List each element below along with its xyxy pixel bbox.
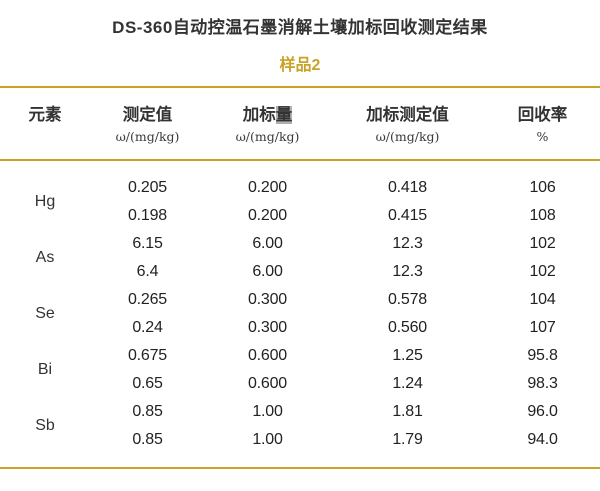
recovery-results-table: 元素 测定值 ω/(mg/kg) 加标量 ω/(mg/kg) 加标测定值 ω/(…	[0, 86, 600, 467]
recovery-rate-cell: 96.0	[527, 403, 558, 420]
spiked-measured-value-cell: 0.415	[387, 207, 428, 224]
column-label: 元素	[28, 106, 62, 124]
recovery-rate-cell: 108	[529, 207, 556, 224]
recovery-rate-cell: 106	[529, 179, 556, 196]
element-cell: Se	[35, 305, 55, 322]
spiked-amount-cell: 6.00	[252, 235, 283, 252]
column-unit: %	[536, 129, 549, 144]
table-row: 0.198 0.200 0.415 108	[0, 202, 600, 230]
column-label: 测定值	[122, 106, 173, 124]
measured-value-cell: 0.65	[132, 375, 163, 392]
table-row: 0.85 1.00 1.79 94.0	[0, 426, 600, 454]
measured-value-cell: 6.4	[136, 263, 159, 280]
measured-value-cell: 0.198	[127, 207, 168, 224]
spiked-measured-value-cell: 0.578	[387, 291, 428, 308]
table-row: Bi 0.675 0.600 1.25 95.8	[0, 342, 600, 378]
recovery-rate-cell: 98.3	[527, 375, 558, 392]
element-cell: Hg	[34, 193, 56, 210]
table-row: 6.4 6.00 12.3 102	[0, 258, 600, 286]
recovery-rate-cell: 104	[529, 291, 556, 308]
spacer-row	[0, 160, 600, 174]
spacer-row	[0, 454, 600, 467]
column-unit: ω/(mg/kg)	[235, 129, 300, 144]
recovery-rate-cell: 102	[529, 263, 556, 280]
table-body: Hg 0.205 0.200 0.418 106 0.198 0.200 0.4…	[0, 160, 600, 467]
spiked-amount-cell: 1.00	[252, 403, 283, 420]
column-label: 加标测定值	[366, 106, 449, 124]
table-row: Se 0.265 0.300 0.578 104	[0, 286, 600, 322]
spiked-measured-value-cell: 0.418	[387, 179, 428, 196]
measured-value-cell: 0.265	[127, 291, 168, 308]
element-cell: As	[35, 249, 55, 266]
spiked-amount-cell: 0.300	[247, 319, 288, 336]
spiked-amount-cell: 0.200	[247, 207, 288, 224]
recovery-rate-cell: 95.8	[527, 347, 558, 364]
measured-value-cell: 0.24	[132, 319, 163, 336]
sample-subtitle: 样品2	[279, 57, 321, 74]
table-row: As 6.15 6.00 12.3 102	[0, 230, 600, 266]
column-unit: ω/(mg/kg)	[375, 129, 440, 144]
column-header-spiked-amount: 加标量 ω/(mg/kg)	[205, 86, 330, 161]
column-header-spiked-measured-value: 加标测定值 ω/(mg/kg)	[330, 86, 485, 161]
recovery-rate-cell: 102	[529, 235, 556, 252]
spiked-measured-value-cell: 12.3	[392, 235, 423, 252]
column-header-measured-value: 测定值 ω/(mg/kg)	[90, 86, 205, 161]
page-title: DS-360自动控温石墨消解土壤加标回收测定结果	[112, 18, 488, 37]
column-header-element: 元素	[0, 86, 90, 161]
recovery-rate-cell: 107	[529, 319, 556, 336]
bottom-rule	[0, 467, 600, 469]
spiked-measured-value-cell: 1.81	[392, 403, 423, 420]
measured-value-cell: 0.85	[132, 431, 163, 448]
spiked-measured-value-cell: 1.25	[392, 347, 423, 364]
measured-value-cell: 6.15	[132, 235, 163, 252]
column-label-text: 加标	[242, 106, 276, 124]
table-row: 0.65 0.600 1.24 98.3	[0, 370, 600, 398]
spiked-amount-cell: 0.300	[247, 291, 288, 308]
spiked-amount-cell: 0.600	[247, 375, 288, 392]
column-label-highlighted-text: 量	[275, 106, 293, 124]
table-row: 0.24 0.300 0.560 107	[0, 314, 600, 342]
spiked-measured-value-cell: 1.24	[392, 375, 423, 392]
column-header-recovery-rate: 回收率 %	[485, 86, 600, 161]
element-cell: Bi	[37, 361, 53, 378]
table-row: Sb 0.85 1.00 1.81 96.0	[0, 398, 600, 434]
column-label: 加标量	[205, 105, 330, 126]
column-unit: ω/(mg/kg)	[115, 129, 180, 144]
spiked-measured-value-cell: 0.560	[387, 319, 428, 336]
spiked-amount-cell: 6.00	[252, 263, 283, 280]
spiked-measured-value-cell: 1.79	[392, 431, 423, 448]
column-unit	[0, 129, 90, 145]
table-header: 元素 测定值 ω/(mg/kg) 加标量 ω/(mg/kg) 加标测定值 ω/(…	[0, 86, 600, 161]
recovery-rate-cell: 94.0	[527, 431, 558, 448]
spiked-amount-cell: 1.00	[252, 431, 283, 448]
spiked-measured-value-cell: 12.3	[392, 263, 423, 280]
table-row: Hg 0.205 0.200 0.418 106	[0, 174, 600, 210]
spiked-amount-cell: 0.200	[247, 179, 288, 196]
element-cell: Sb	[35, 417, 55, 434]
measured-value-cell: 0.675	[127, 347, 168, 364]
measured-value-cell: 0.205	[127, 179, 168, 196]
column-label: 回收率	[517, 106, 568, 124]
spiked-amount-cell: 0.600	[247, 347, 288, 364]
measured-value-cell: 0.85	[132, 403, 163, 420]
